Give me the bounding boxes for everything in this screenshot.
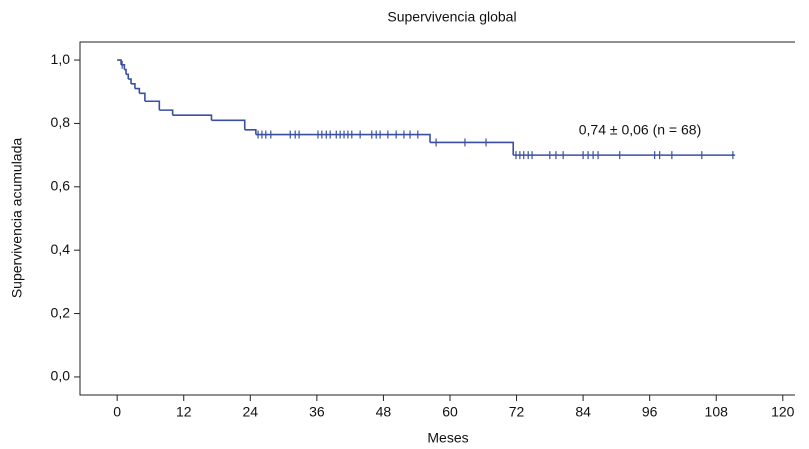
survival-step [144,100,161,111]
y-tick-label: 1,0 [51,51,71,67]
survival-step [159,109,174,116]
x-tick-label: 24 [243,404,259,420]
x-tick-label: 84 [575,404,591,420]
y-tick-label: 0,6 [51,178,71,194]
survival-step [124,68,127,75]
survival-step [244,128,257,135]
chart-title: Supervivencia global [387,9,516,25]
x-tick-label: 36 [309,404,325,420]
x-tick-label: 12 [176,404,192,420]
survival-step [172,114,213,121]
survival-step [131,83,136,89]
x-tick-label: 96 [642,404,658,420]
survival-step [430,141,515,156]
x-tick-label: 48 [376,404,392,420]
survival-step [117,59,122,65]
y-axis-label: Supervivencia acumulada [9,138,25,299]
x-axis-label: Meses [427,430,468,446]
survival-step [134,87,141,94]
y-tick-label: 0,2 [51,304,71,320]
y-tick-label: 0,4 [51,241,71,257]
x-tick-label: 108 [705,404,729,420]
plot-frame [79,41,795,396]
x-tick-label: 72 [509,404,525,420]
survival-step [126,73,130,80]
survival-step [211,119,246,130]
survival-step [255,133,431,143]
survival-step [128,78,132,84]
y-tick-label: 0,8 [51,114,71,130]
y-tick-label: 0,0 [51,368,71,384]
x-tick-label: 120 [771,404,795,420]
annotation: 0,74 ± 0,06 (n = 68) [579,122,702,138]
survival-step [139,92,146,102]
x-tick-label: 60 [442,404,458,420]
x-tick-label: 0 [113,404,121,420]
